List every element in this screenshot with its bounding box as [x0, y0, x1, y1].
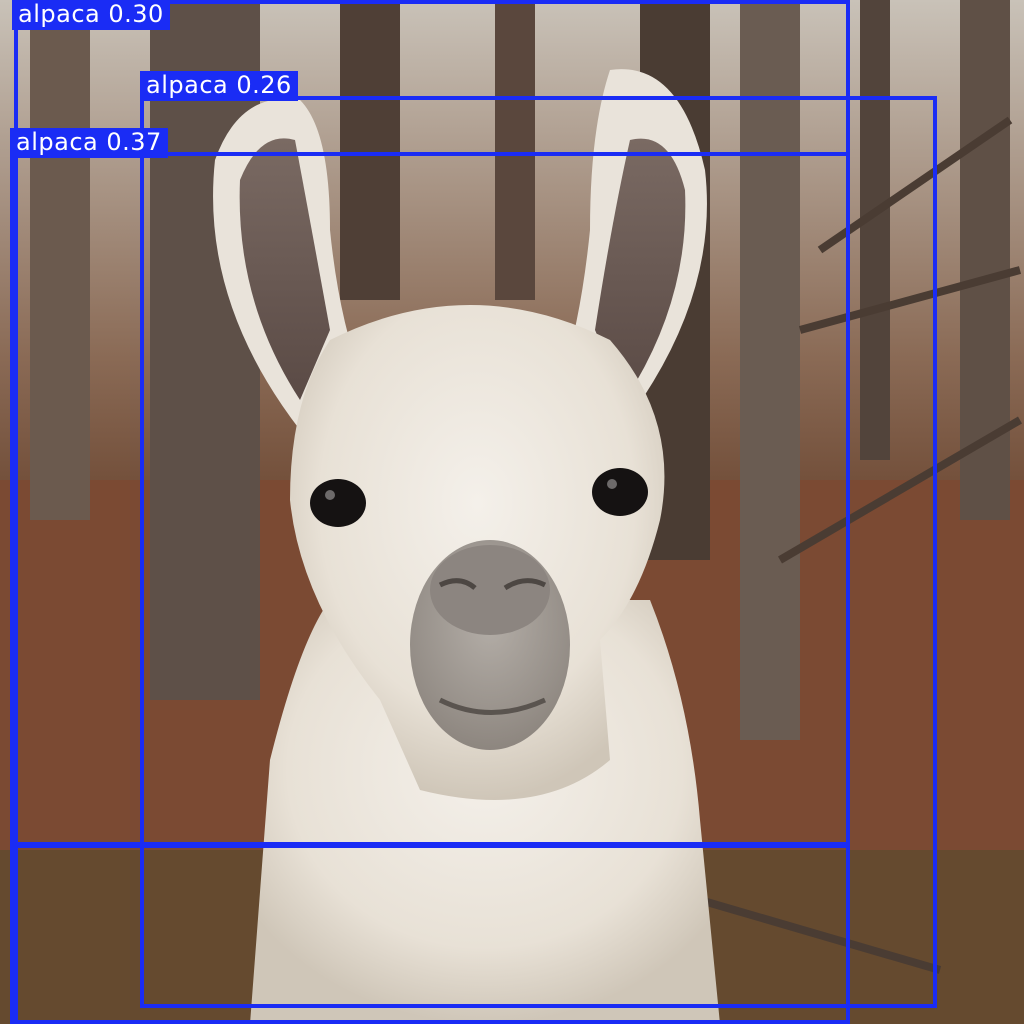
detection-box-3 [10, 152, 850, 848]
llama-right-eye [592, 468, 648, 516]
detection-label-1: alpaca 0.30 [12, 0, 170, 30]
detection-box-2 [140, 96, 937, 1008]
detection-label-2: alpaca 0.26 [140, 71, 298, 101]
branches [698, 116, 1023, 974]
llama-left-eye [310, 479, 366, 527]
detection-box-4 [10, 842, 850, 1024]
detection-label-3: alpaca 0.37 [10, 128, 168, 158]
